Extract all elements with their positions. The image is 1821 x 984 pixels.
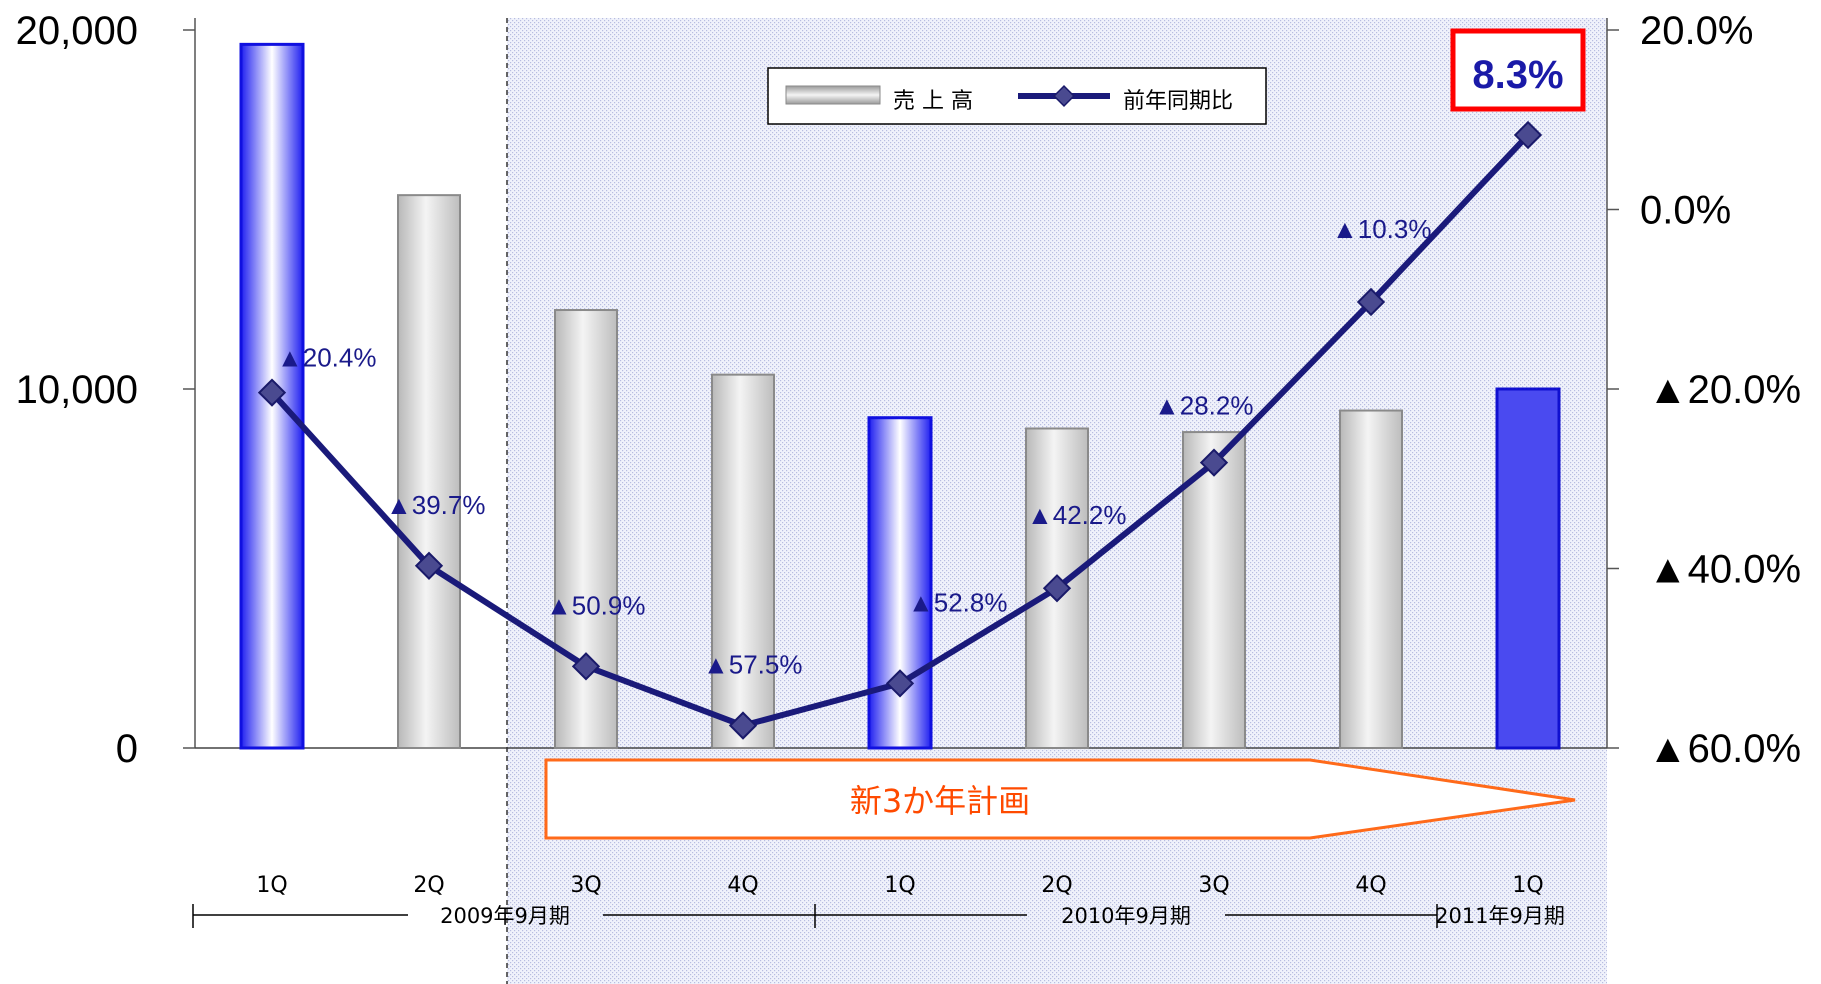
bar-2 xyxy=(554,309,618,749)
right-axis-label-1: 0.0% xyxy=(1640,189,1731,233)
data-label-7: ▲10.3% xyxy=(1332,214,1431,244)
category-label-6: 3Q xyxy=(1198,873,1229,898)
plan-arrow xyxy=(544,758,1576,840)
data-label-4: ▲52.8% xyxy=(908,587,1007,617)
line-marker-2 xyxy=(571,652,601,681)
line-marker-0 xyxy=(257,378,287,407)
legend-bar-label: 売 上 高 xyxy=(893,89,973,114)
bar-4 xyxy=(867,416,933,750)
line-marker-8 xyxy=(1513,120,1543,150)
bar-8 xyxy=(1495,387,1561,750)
line-marker-6 xyxy=(1199,448,1229,477)
left-axis-label-2: 20,000 xyxy=(16,9,138,53)
right-axis-label-3: ▲40.0% xyxy=(1648,548,1801,592)
category-labels: 1Q 2Q 3Q 4Q 1Q 2Q 3Q 4Q 1Q xyxy=(256,873,1543,898)
line-marker-4 xyxy=(885,669,915,698)
data-label-6: ▲28.2% xyxy=(1154,391,1253,421)
legend-line-marker xyxy=(1053,85,1075,107)
data-label-0: ▲20.4% xyxy=(277,343,376,373)
bar-series xyxy=(239,42,1561,750)
bar-3 xyxy=(711,373,775,749)
line-marker-1 xyxy=(414,551,444,580)
category-label-1: 2Q xyxy=(413,873,444,898)
plan-label: 新3か年計画 xyxy=(850,782,1030,820)
data-label-1: ▲39.7% xyxy=(386,490,485,520)
category-label-4: 1Q xyxy=(884,873,915,898)
period-label-2009: 2009年9月期 xyxy=(440,904,570,928)
bar-1 xyxy=(397,194,461,749)
data-label-3: ▲57.5% xyxy=(703,650,802,680)
highlight-box xyxy=(1450,28,1586,112)
category-label-5: 2Q xyxy=(1041,873,1072,898)
category-label-3: 4Q xyxy=(727,873,758,898)
data-label-2: ▲50.9% xyxy=(546,590,645,620)
left-axis-label-1: 10,000 xyxy=(16,368,138,412)
left-axis-label-0: 0 xyxy=(116,727,138,771)
category-label-2: 3Q xyxy=(570,873,601,898)
axis-labels: 0 10,000 20,000 20.0% 0.0% ▲20.0% ▲40.0% ▲60.0% xyxy=(16,9,1801,771)
line-marker-7 xyxy=(1356,287,1386,317)
line-series xyxy=(257,120,1543,740)
data-labels: ▲20.4% ▲39.7% ▲50.9% ▲57.5% ▲52.8% ▲42.2% ▲28.… xyxy=(277,214,1431,680)
right-axis-label-0: 20.0% xyxy=(1640,9,1753,53)
period-label-2010: 2010年9月期 xyxy=(1061,904,1191,928)
line-marker-3 xyxy=(728,711,758,740)
legend: 売 上 高 前年同期比 xyxy=(767,67,1267,125)
category-label-8: 1Q xyxy=(1512,873,1543,898)
line-marker-5 xyxy=(1042,574,1072,603)
period-label-2011: 2011年9月期 xyxy=(1435,904,1565,928)
legend-bar-swatch xyxy=(785,85,881,105)
highlight-value: 8.3% xyxy=(1472,53,1563,97)
legend-line-label: 前年同期比 xyxy=(1123,89,1233,114)
right-axis-label-2: ▲20.0% xyxy=(1648,368,1801,412)
category-label-0: 1Q xyxy=(256,873,287,898)
bar-7 xyxy=(1339,409,1403,749)
bar-6 xyxy=(1182,431,1246,749)
period-axis: 2009年9月期 2010年9月期 2011年9月期 xyxy=(192,904,1565,928)
data-label-5: ▲42.2% xyxy=(1027,500,1126,530)
category-label-7: 4Q xyxy=(1355,873,1386,898)
axis-ticks xyxy=(183,29,1619,749)
right-axis-label-4: ▲60.0% xyxy=(1648,727,1801,771)
